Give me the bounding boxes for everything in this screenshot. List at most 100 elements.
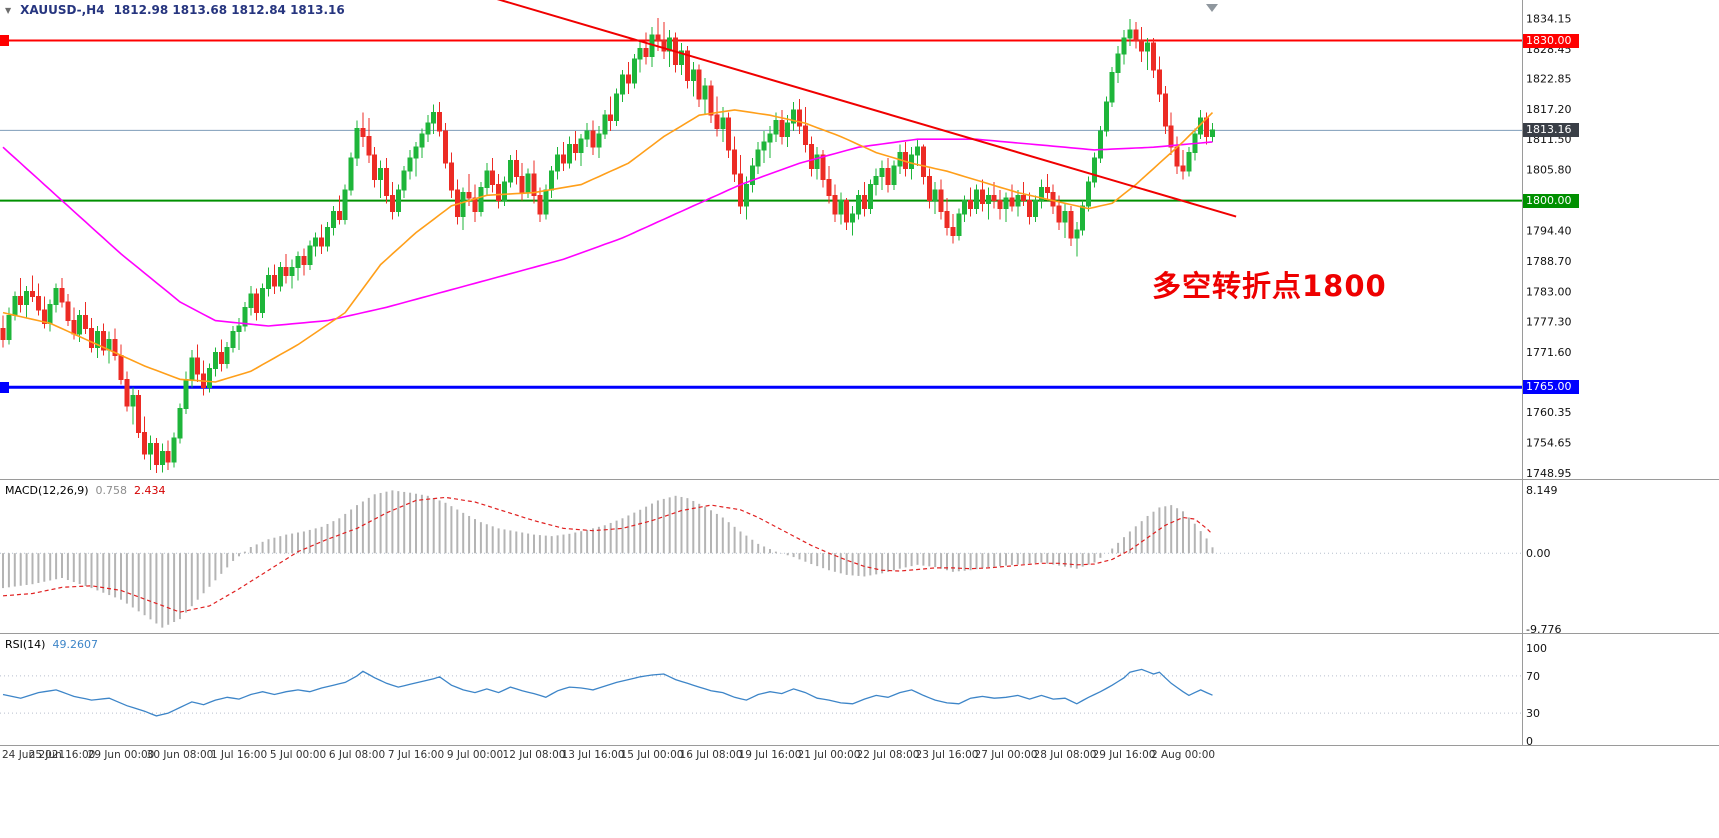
- candle: [519, 176, 525, 194]
- candle: [395, 189, 401, 212]
- candle: [1009, 197, 1015, 207]
- candle: [59, 288, 65, 303]
- candle: [507, 160, 513, 183]
- candle: [537, 194, 543, 215]
- y-axis-label: 1748.95: [1526, 467, 1572, 480]
- candle: [761, 141, 767, 151]
- candle: [1151, 42, 1156, 71]
- trade-annotation[interactable]: 多空转折点1800: [1152, 269, 1387, 303]
- rsi-label: RSI(14): [5, 638, 46, 651]
- macd-axis-label: 0.00: [1526, 547, 1551, 560]
- candle: [702, 85, 708, 100]
- x-axis-label: 22 Jul 08:00: [857, 749, 920, 761]
- ohlc-values: 1812.98 1813.68 1812.84 1813.16: [113, 3, 345, 17]
- candle: [1097, 130, 1103, 159]
- y-axis-label: 1777.30: [1526, 316, 1572, 329]
- candle: [159, 450, 165, 466]
- candle: [909, 154, 915, 170]
- candle: [366, 136, 372, 156]
- candle: [620, 74, 625, 95]
- candle: [183, 378, 189, 410]
- candle: [171, 437, 177, 463]
- candle: [714, 114, 720, 130]
- rsi-axis-label: 100: [1526, 642, 1547, 655]
- candle: [41, 309, 47, 324]
- candle: [926, 176, 932, 202]
- x-axis-label: 13 Jul 16:00: [562, 749, 625, 761]
- candle: [979, 189, 985, 204]
- macd-main-value: 0.758: [95, 484, 128, 497]
- candle: [478, 186, 484, 212]
- candle: [401, 170, 407, 191]
- candle: [572, 144, 578, 154]
- candle: [53, 288, 59, 306]
- candle: [30, 290, 35, 298]
- x-axis-label: 16 Jul 08:00: [680, 749, 743, 761]
- x-axis-label: 29 Jun 00:00: [88, 749, 155, 761]
- candle: [814, 154, 820, 170]
- candle: [956, 213, 962, 236]
- candle: [543, 189, 549, 215]
- candle: [578, 138, 584, 154]
- candle: [35, 296, 41, 311]
- candle: [24, 290, 30, 306]
- candle: [1115, 53, 1121, 74]
- candle: [1186, 152, 1192, 172]
- x-axis-label: 7 Jul 16:00: [388, 749, 444, 761]
- candle: [1162, 93, 1168, 127]
- candle: [136, 394, 142, 434]
- rsi-axis-label: 30: [1526, 707, 1540, 720]
- candle: [153, 442, 159, 466]
- candle: [437, 112, 443, 132]
- candle: [1156, 69, 1162, 95]
- candle: [12, 296, 18, 316]
- descending-trendline[interactable]: [475, 0, 1237, 218]
- candle: [749, 165, 755, 186]
- candle: [1021, 194, 1027, 202]
- candle: [1038, 186, 1044, 202]
- candle: [71, 320, 77, 335]
- candle: [407, 157, 413, 172]
- candle: [283, 266, 289, 276]
- candle: [1180, 165, 1186, 172]
- y-axis-label: 1834.15: [1526, 12, 1572, 25]
- candle: [47, 304, 53, 324]
- candle: [1145, 42, 1151, 52]
- candle: [555, 154, 561, 172]
- candle: [502, 181, 507, 202]
- macd-axis-label: 8.149: [1526, 484, 1558, 497]
- symbol-dropdown-icon: ▼: [5, 5, 12, 15]
- y-axis-label: 1794.40: [1526, 224, 1572, 237]
- candle: [260, 288, 266, 314]
- candle: [844, 200, 850, 223]
- x-axis-label: 28 Jul 08:00: [1034, 749, 1097, 761]
- x-axis-label: 12 Jul 08:00: [503, 749, 566, 761]
- candle: [726, 117, 732, 151]
- y-axis-label: 1788.70: [1526, 255, 1572, 268]
- candle: [490, 170, 496, 186]
- hline-left-handle[interactable]: [0, 381, 9, 393]
- candle: [891, 165, 897, 186]
- candle: [413, 146, 419, 159]
- candle: [460, 192, 466, 218]
- candle: [637, 48, 643, 60]
- candle: [218, 352, 224, 364]
- candle: [549, 170, 555, 191]
- candle: [850, 213, 856, 223]
- hline-left-handle[interactable]: [0, 35, 9, 47]
- chart-shift-marker-icon[interactable]: [1206, 4, 1218, 12]
- candle: [484, 170, 490, 188]
- candle: [448, 162, 454, 191]
- rsi-line: [2, 668, 1213, 717]
- candle: [820, 154, 826, 180]
- candle: [513, 160, 519, 178]
- candle: [466, 192, 472, 199]
- y-axis-label: 1805.80: [1526, 164, 1572, 177]
- candle: [266, 274, 271, 290]
- candle: [643, 48, 649, 58]
- candle: [1056, 205, 1062, 223]
- candle: [18, 296, 24, 306]
- candle: [100, 330, 106, 351]
